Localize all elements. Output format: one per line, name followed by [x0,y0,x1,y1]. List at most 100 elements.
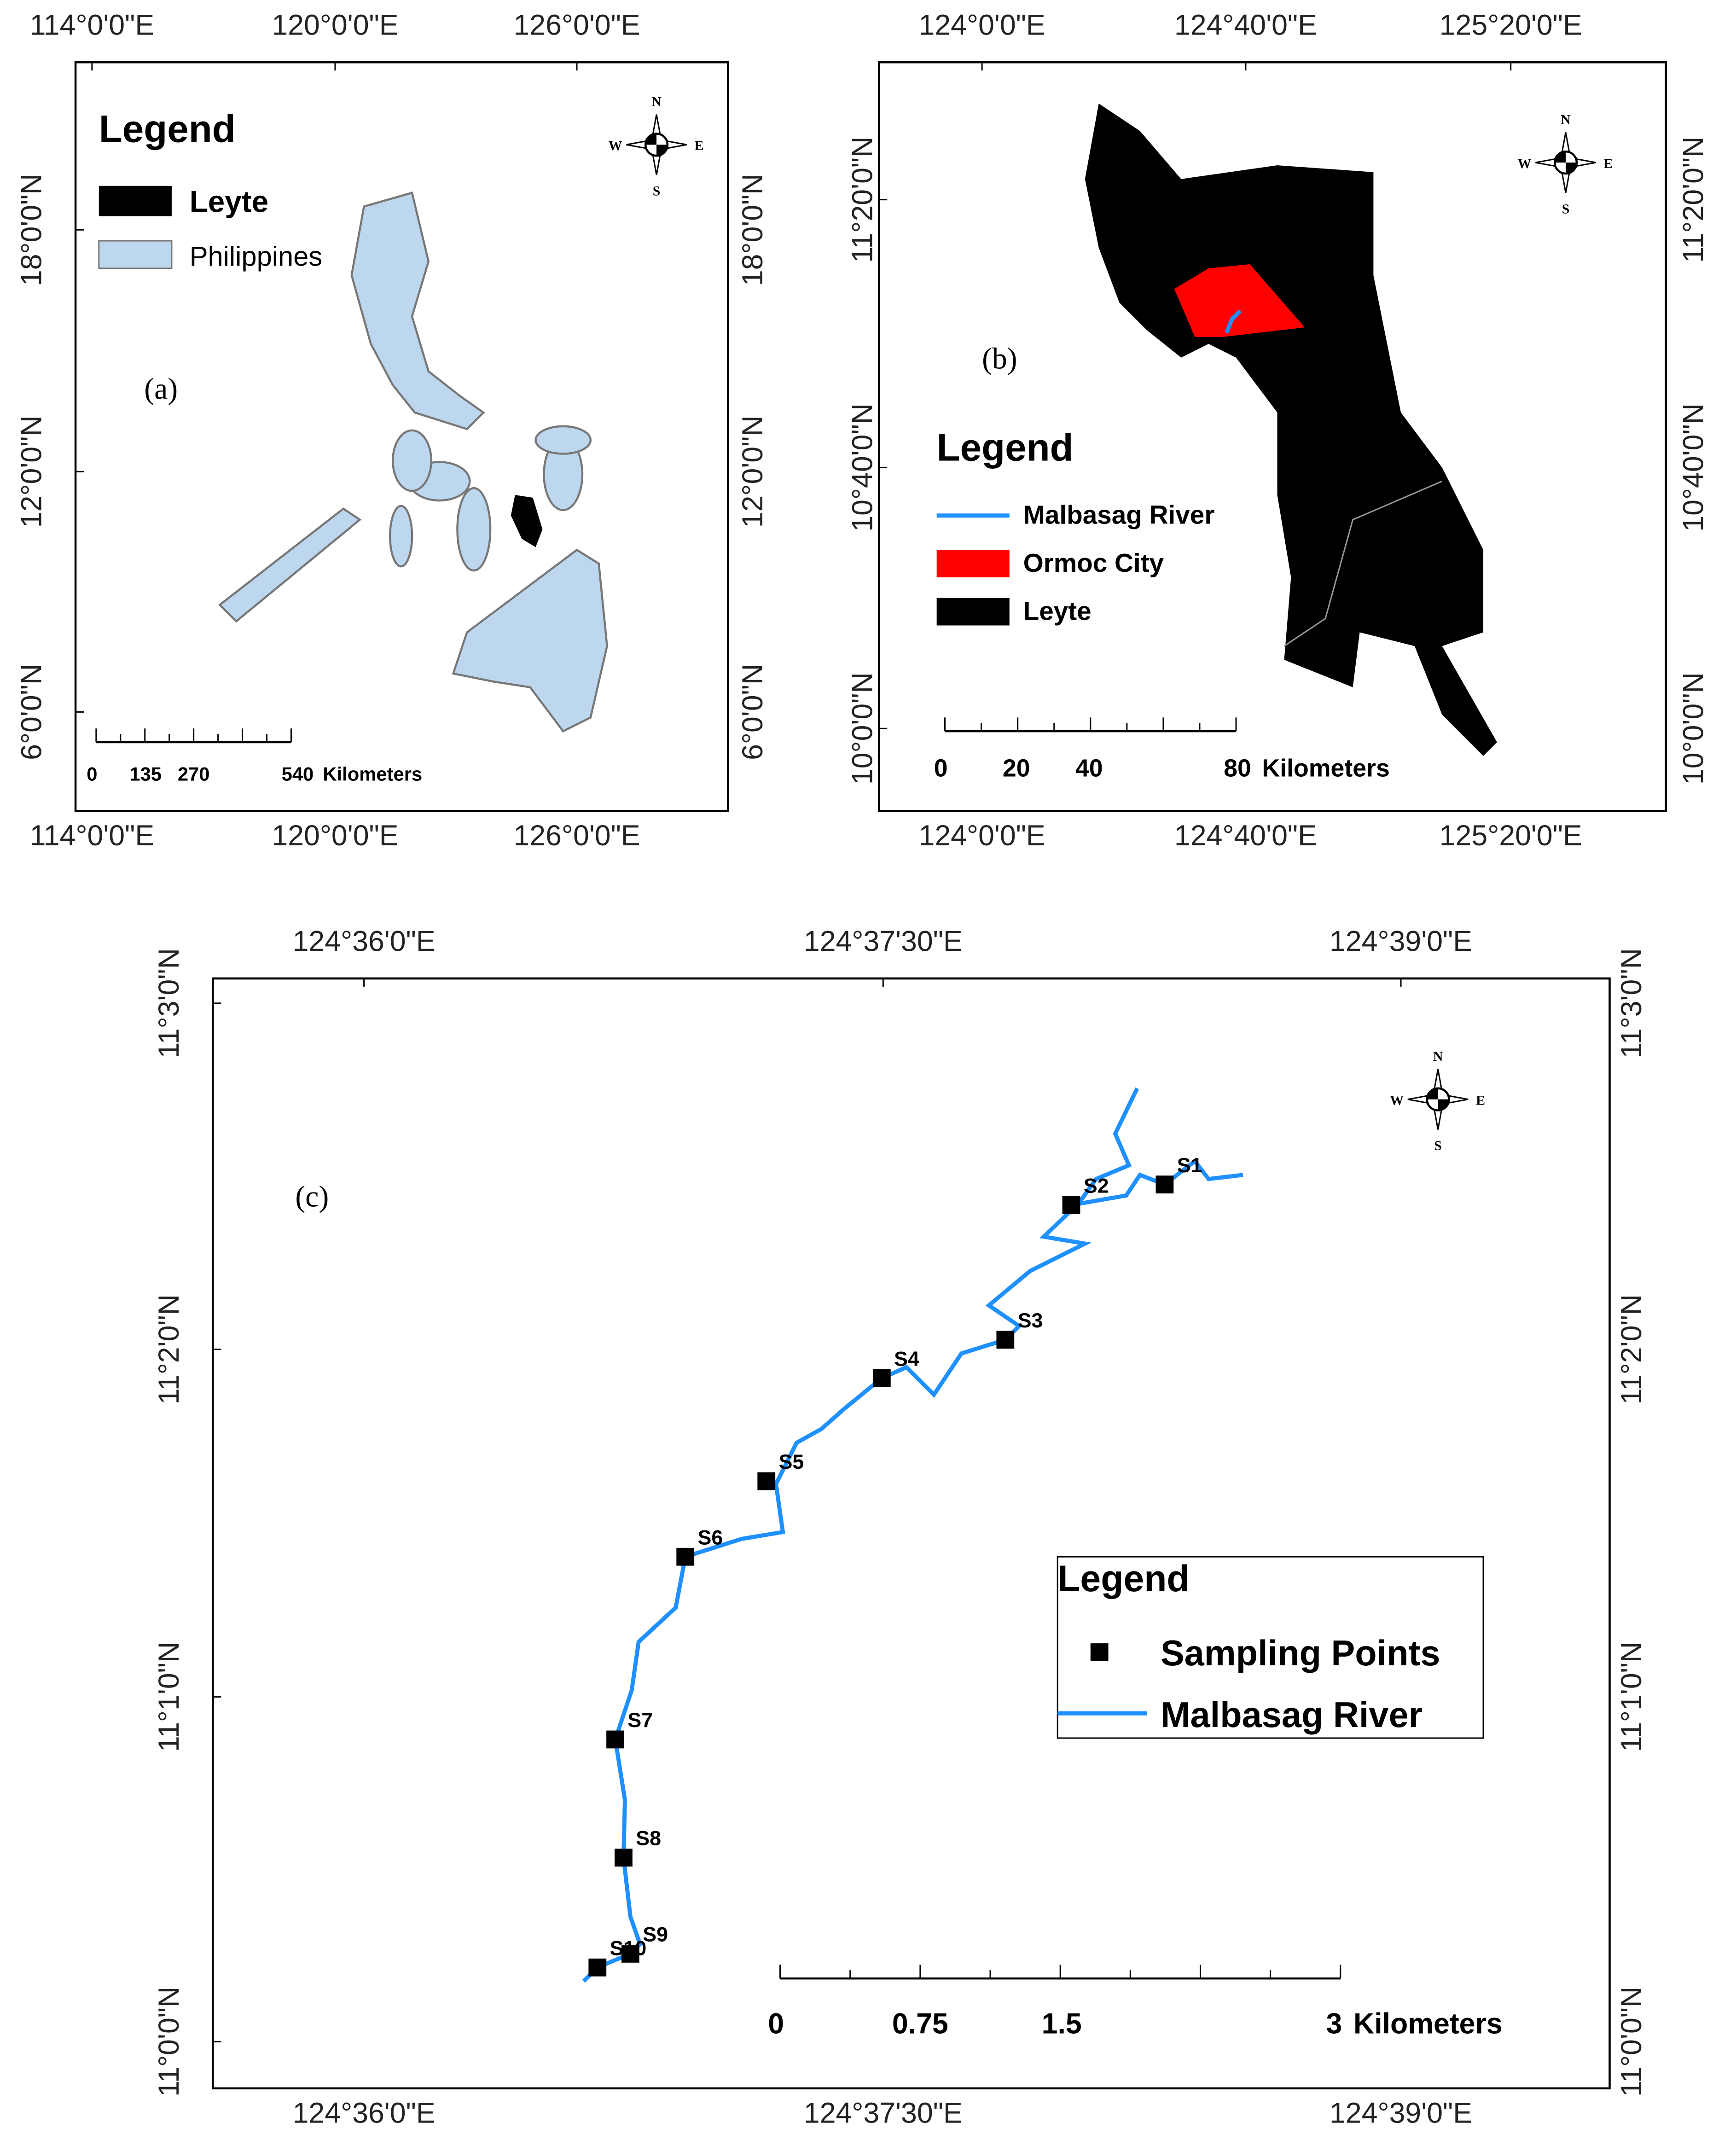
y-tick-label-left: 11°2'0"N [153,1294,185,1404]
x-tick-label-bottom: 125°20'0"E [1440,820,1582,852]
compass-letter: N [1433,1049,1443,1064]
legend-text: Malbasag River [1161,1695,1422,1735]
sampling-label: S8 [636,1827,661,1850]
x-tick-label-bottom: 124°37'30"E [804,2097,963,2129]
scale-label: 20 [1003,755,1030,782]
x-tick-label-bottom: 120°0'0"E [272,820,398,852]
compass-rose [645,134,668,156]
panel-label: (c) [295,1180,329,1213]
compass-letter: N [651,94,662,110]
y-tick-label-right: 6°0'0"N [737,664,769,760]
scale-unit: Kilometers [323,763,422,785]
legend-text: Leyte [1023,597,1092,626]
legend-swatch [936,550,1010,578]
y-tick-label-left: 10°40'0"N [846,403,878,532]
compass-letter: W [1390,1093,1404,1108]
compass-letter: W [1518,156,1532,171]
x-tick-label-bottom: 124°36'0"E [293,2097,435,2129]
legend-text: Malbasag River [1023,501,1215,530]
x-tick-label-top: 126°0'0"E [513,9,640,41]
scale-label: 270 [178,763,210,785]
sampling-label: S7 [627,1709,653,1732]
sampling-point [588,1958,607,1977]
compass-letter: E [1604,156,1613,171]
scale-label: 40 [1075,755,1103,782]
sampling-point [1155,1175,1174,1194]
y-tick-label-left: 12°0'0"N [16,415,48,528]
y-tick-label-right: 18°0'0"N [737,174,769,286]
frame-c [212,977,1611,2089]
legend-text: Leyte [190,185,268,218]
river-small [1225,309,1242,334]
x-tick-label-top: 120°0'0"E [272,9,398,41]
sampling-label: S1 [1177,1154,1202,1177]
y-tick-label-left: 18°0'0"N [16,174,48,286]
x-tick-label-top: 124°36'0"E [293,925,435,958]
y-tick-label-right: 10°0'0"N [1677,672,1709,785]
scale-label: 135 [129,763,162,785]
y-tick-label-right: 12°0'0"N [737,415,769,528]
y-tick-label-left: 11°1'0"N [153,1642,185,1752]
scale-label: 80 [1224,755,1251,782]
y-tick-label-left: 6°0'0"N [16,664,48,760]
sampling-point [872,1369,891,1387]
y-tick-label-right: 11°1'0"N [1615,1642,1648,1752]
legend-swatch [99,186,172,216]
scale-unit: Kilometers [1353,2007,1503,2040]
scale-label: 0 [934,755,948,782]
compass-letter: E [695,138,704,153]
scale-label: 540 [282,763,314,785]
y-tick-label-left: 10°0'0"N [846,672,878,785]
y-tick-label-left: 11°3'0"N [153,948,185,1058]
sampling-point [757,1472,776,1490]
y-tick-label-right: 11°3'0"N [1615,948,1648,1058]
compass-letter: W [609,138,622,153]
x-tick-label-bottom: 114°0'0"E [30,820,155,852]
sampling-label: S5 [779,1450,804,1473]
y-tick-label-right: 10°40'0"N [1677,403,1709,532]
philippines-map [218,191,608,733]
scale-label: 1.5 [1042,2007,1082,2040]
compass-letter: S [1562,201,1570,216]
sampling-point [676,1547,695,1566]
sampling-label: S2 [1084,1175,1109,1198]
x-tick-label-bottom: 124°39'0"E [1330,2097,1472,2129]
panel-label: (b) [982,343,1017,376]
y-tick-label-right: 11°0'0"N [1615,1987,1648,2097]
legend-text: Sampling Points [1161,1634,1440,1673]
leyte-map [1085,103,1497,756]
x-tick-label-top: 125°20'0"E [1440,9,1582,41]
sampling-label: S4 [894,1347,919,1370]
sampling-point [1062,1196,1080,1214]
legend-text: Ormoc City [1023,549,1164,578]
compass-rose [1555,151,1577,174]
compass-letter: E [1476,1093,1485,1108]
panel-label: (a) [144,372,178,406]
legend-swatch [1090,1643,1109,1661]
sampling-label: S6 [698,1526,723,1549]
boundary [1283,480,1443,647]
sampling-label: S10 [610,1937,647,1960]
x-tick-label-top: 124°40'0"E [1174,9,1317,41]
scale-label: 0.75 [892,2007,948,2040]
malbasag-river [582,1087,1139,1983]
leyte-highlight [511,495,543,547]
legend-text: Legend [937,425,1074,469]
compass-letter: S [1434,1138,1442,1153]
sampling-label: S9 [643,1923,668,1946]
ormoc-city [1174,264,1305,337]
y-tick-label-left: 11°0'0"N [153,1987,185,2097]
compass-rose [1427,1088,1449,1111]
x-tick-label-top: 124°39'0"E [1330,925,1472,958]
compass-letter: N [1561,112,1571,128]
sampling-point [606,1730,624,1749]
scale-label: 0 [87,763,97,785]
scale-unit: Kilometers [1262,755,1389,782]
legend-box-c [1057,1556,1484,1739]
x-tick-label-top: 124°0'0"E [919,9,1045,41]
legend-text: Legend [1057,1558,1189,1599]
sampling-point [615,1849,633,1867]
x-tick-label-bottom: 124°0'0"E [919,820,1045,852]
x-tick-label-bottom: 126°0'0"E [513,820,640,852]
